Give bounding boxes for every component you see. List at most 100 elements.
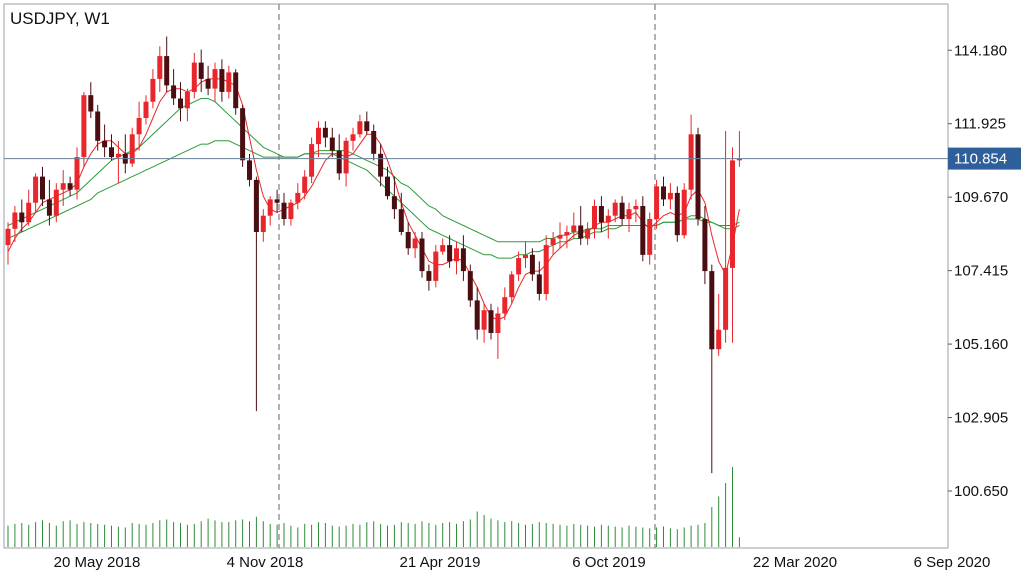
candle-body — [260, 215, 266, 232]
candle-body — [74, 157, 80, 190]
candle-body — [33, 176, 39, 203]
candle-body — [447, 245, 453, 262]
candle-body — [536, 274, 542, 294]
x-tick-label: 4 Nov 2018 — [227, 554, 304, 571]
candle-body — [219, 69, 225, 92]
candle-body — [81, 95, 87, 158]
candle-body — [336, 150, 342, 174]
candle-body — [454, 248, 459, 262]
candle-body — [509, 274, 515, 298]
candle-body — [523, 254, 528, 259]
candle-body — [88, 95, 94, 112]
candle-body — [302, 176, 308, 193]
candle-body — [164, 56, 170, 86]
candle-body — [709, 271, 715, 350]
candle-body — [198, 62, 204, 79]
candle-body — [191, 62, 197, 92]
candle-body — [564, 232, 570, 236]
candle-body — [474, 300, 480, 330]
candle-body — [592, 206, 597, 229]
candle-body — [281, 202, 287, 219]
candle-body — [557, 235, 563, 239]
candle-body — [247, 160, 252, 180]
candle-body — [67, 183, 73, 190]
candle-body — [426, 271, 432, 281]
candle-body — [364, 121, 370, 132]
candle-body — [240, 108, 246, 161]
candle-body — [385, 176, 390, 197]
x-tick-label: 6 Sep 2020 — [914, 554, 991, 571]
candle-body — [412, 238, 418, 249]
candle-body — [233, 72, 239, 109]
candle-body — [212, 69, 218, 89]
candle-body — [343, 140, 349, 174]
candle-body — [378, 153, 384, 177]
candle-body — [640, 206, 646, 255]
candle-body — [688, 134, 694, 190]
candlesticks — [5, 36, 742, 474]
candle-body — [433, 251, 439, 281]
candle-body — [467, 271, 473, 301]
candle-body — [674, 192, 680, 236]
y-tick-label: 109.670 — [954, 189, 1008, 206]
x-tick-label: 6 Oct 2019 — [572, 554, 645, 571]
candle-body — [633, 206, 639, 210]
candle-body — [460, 248, 466, 272]
x-tick-label: 20 May 2018 — [54, 554, 141, 571]
candle-body — [440, 245, 446, 252]
candle-body — [661, 186, 666, 200]
candle-body — [322, 127, 328, 138]
candle-body — [578, 225, 584, 239]
candle-body — [5, 228, 11, 246]
candle-body — [12, 212, 18, 229]
y-tick-label: 105.160 — [954, 336, 1008, 353]
y-tick-label: 107.415 — [954, 263, 1008, 280]
x-tick-label: 21 Apr 2019 — [400, 554, 481, 571]
candle-body — [150, 78, 156, 102]
candle-body — [502, 297, 508, 314]
candle-body — [295, 192, 301, 203]
candle-body — [647, 219, 653, 255]
candle-body — [184, 92, 190, 109]
y-tick-label: 100.650 — [954, 483, 1008, 500]
candle-body — [95, 111, 101, 141]
candle-body — [253, 179, 259, 232]
candle-body — [391, 196, 397, 210]
plot-frame — [3, 3, 949, 549]
candle-body — [585, 228, 591, 239]
candle-body — [371, 131, 377, 154]
candle-body — [350, 134, 356, 141]
candle-body — [19, 212, 25, 223]
candle-body — [516, 258, 522, 275]
candle-body — [419, 238, 425, 272]
candle-body — [129, 134, 135, 164]
y-tick-label: 111.925 — [954, 116, 1006, 133]
candle-body — [288, 202, 294, 219]
candle-body — [716, 329, 722, 350]
chart-title: USDJPY, W1 — [10, 9, 110, 28]
current-price-box — [948, 147, 1021, 170]
candle-body — [274, 199, 280, 203]
candle-body — [529, 254, 535, 275]
candle-body — [205, 78, 211, 89]
candle-body — [53, 189, 59, 216]
candle-body — [736, 158, 742, 161]
candle-body — [681, 189, 687, 236]
candle-body — [695, 134, 701, 219]
x-tick-label: 22 Mar 2020 — [753, 554, 837, 571]
candle-body — [115, 153, 121, 158]
candle-body — [730, 160, 735, 268]
candle-body — [543, 245, 549, 294]
candle-body — [667, 192, 673, 200]
ma-slow-line — [7, 140, 740, 243]
candle-body — [40, 176, 45, 200]
candle-body — [26, 202, 32, 223]
candle-body — [267, 199, 273, 216]
candle-body — [571, 225, 577, 232]
candle-body — [316, 127, 321, 145]
candle-body — [598, 206, 604, 223]
x-axis: 20 May 2018 4 Nov 2018 21 Apr 2019 6 Oct 20… — [54, 554, 991, 571]
volume-bars — [7, 467, 740, 547]
current-price-label: 110.854 — [954, 151, 1007, 168]
